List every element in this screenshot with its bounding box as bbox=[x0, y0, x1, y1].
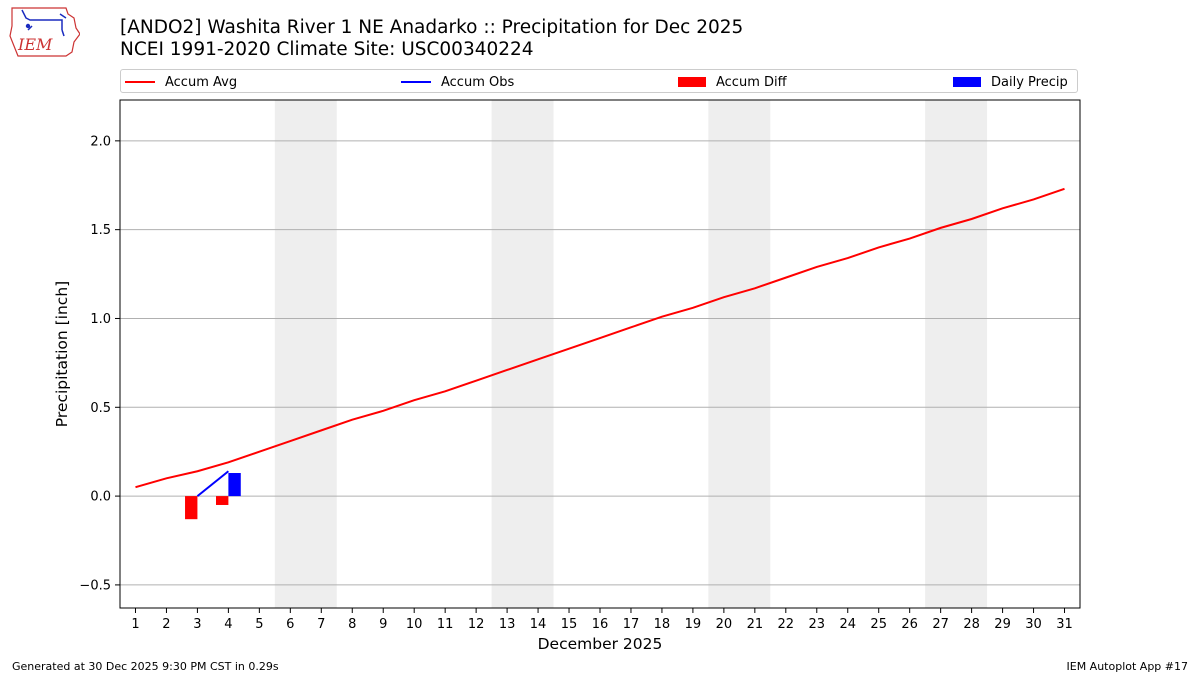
x-tick-label-22: 22 bbox=[778, 617, 795, 632]
legend-swatch-daily-precip bbox=[953, 77, 981, 87]
accum-diff-bar-4 bbox=[216, 496, 229, 505]
accum-obs-line bbox=[196, 470, 230, 497]
accum-diff-bar-3 bbox=[185, 496, 198, 520]
legend-swatch-accum-avg bbox=[125, 81, 155, 83]
x-tick-label-10: 10 bbox=[406, 617, 423, 632]
x-tick-label-4: 4 bbox=[224, 617, 232, 632]
legend-label-accum-diff: Accum Diff bbox=[716, 74, 787, 90]
chart-title: [ANDO2] Washita River 1 NE Anadarko :: P… bbox=[120, 17, 744, 38]
x-tick-label-2: 2 bbox=[162, 617, 170, 632]
x-tick-label-23: 23 bbox=[809, 617, 826, 632]
legend-item-accum-avg: Accum Avg bbox=[125, 73, 237, 91]
x-tick-label-14: 14 bbox=[530, 617, 547, 632]
x-tick-label-13: 13 bbox=[499, 617, 516, 632]
x-tick-label-6: 6 bbox=[286, 617, 294, 632]
y-tick-label-3: 1.0 bbox=[90, 312, 111, 327]
x-tick-label-28: 28 bbox=[963, 617, 980, 632]
x-tick-label-8: 8 bbox=[348, 617, 356, 632]
chart-subtitle: NCEI 1991-2020 Climate Site: USC00340224 bbox=[120, 39, 534, 60]
x-tick-label-26: 26 bbox=[901, 617, 918, 632]
legend-item-accum-obs: Accum Obs bbox=[401, 73, 514, 91]
legend-item-daily-precip: Daily Precip bbox=[953, 73, 1068, 91]
x-tick-label-27: 27 bbox=[932, 617, 949, 632]
legend-item-accum-diff: Accum Diff bbox=[678, 73, 787, 91]
x-tick-label-12: 12 bbox=[468, 617, 485, 632]
x-tick-label-7: 7 bbox=[317, 617, 325, 632]
x-tick-label-5: 5 bbox=[255, 617, 263, 632]
y-axis-label: Precipitation [inch] bbox=[53, 281, 71, 427]
legend-label-accum-avg: Accum Avg bbox=[165, 74, 238, 90]
x-tick-label-15: 15 bbox=[561, 617, 578, 632]
x-tick-label-17: 17 bbox=[623, 617, 640, 632]
y-tick-label-5: 2.0 bbox=[90, 134, 111, 149]
legend-label-accum-obs: Accum Obs bbox=[441, 74, 515, 90]
y-tick-label-0: −0.5 bbox=[79, 578, 111, 593]
legend-label-daily-precip: Daily Precip bbox=[991, 74, 1068, 90]
weekend-shade-3 bbox=[925, 100, 988, 608]
legend-swatch-accum-diff bbox=[678, 77, 706, 87]
app-footer: IEM Autoplot App #17 bbox=[1066, 660, 1189, 673]
x-tick-label-21: 21 bbox=[747, 617, 764, 632]
legend-swatch-accum-obs bbox=[401, 81, 431, 83]
y-tick-label-2: 0.5 bbox=[90, 401, 111, 416]
x-tick-label-16: 16 bbox=[592, 617, 609, 632]
x-tick-label-3: 3 bbox=[193, 617, 201, 632]
x-tick-label-11: 11 bbox=[437, 617, 454, 632]
x-tick-label-31: 31 bbox=[1056, 617, 1073, 632]
x-tick-label-30: 30 bbox=[1025, 617, 1042, 632]
x-tick-label-20: 20 bbox=[716, 617, 733, 632]
iem-logo: IEM bbox=[9, 7, 80, 57]
legend: Accum Avg Accum Obs Accum Diff Daily Pre… bbox=[120, 69, 1078, 93]
weekend-shade-1 bbox=[491, 100, 554, 608]
x-tick-label-9: 9 bbox=[379, 617, 387, 632]
daily-precip-bar-4 bbox=[228, 473, 241, 497]
x-tick-label-1: 1 bbox=[131, 617, 139, 632]
x-tick-label-24: 24 bbox=[839, 617, 856, 632]
x-tick-label-18: 18 bbox=[654, 617, 671, 632]
x-axis-label: December 2025 bbox=[538, 635, 663, 653]
generated-footer: Generated at 30 Dec 2025 9:30 PM CST in … bbox=[12, 660, 279, 673]
x-tick-label-29: 29 bbox=[994, 617, 1011, 632]
x-tick-label-25: 25 bbox=[870, 617, 887, 632]
weekend-shade-2 bbox=[708, 100, 771, 608]
weekend-shade-0 bbox=[274, 100, 337, 608]
x-tick-label-19: 19 bbox=[685, 617, 702, 632]
y-tick-label-4: 1.5 bbox=[90, 223, 111, 238]
y-tick-label-1: 0.0 bbox=[90, 490, 111, 505]
accum-avg-line bbox=[135, 187, 1065, 489]
svg-text:IEM: IEM bbox=[17, 35, 53, 54]
